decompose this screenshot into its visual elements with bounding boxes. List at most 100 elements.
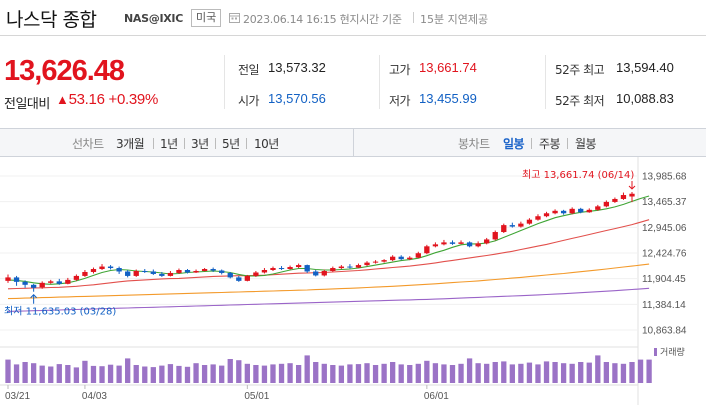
candle bbox=[603, 200, 610, 208]
volume-label: 거래량 bbox=[660, 346, 685, 358]
tab-monthly[interactable]: 월봉 bbox=[575, 137, 597, 151]
ma120-series bbox=[7, 287, 650, 312]
candle bbox=[407, 256, 413, 261]
candle-body bbox=[372, 261, 379, 263]
volume-bar bbox=[270, 364, 276, 383]
candle bbox=[219, 269, 225, 275]
candle bbox=[244, 274, 250, 282]
candle bbox=[184, 269, 191, 274]
tab-group-divider bbox=[353, 129, 354, 156]
volume-bar bbox=[295, 365, 302, 383]
volume-bar bbox=[475, 363, 481, 383]
week52-high-value: 13,594.40 bbox=[616, 60, 674, 75]
tab-divider bbox=[567, 138, 568, 149]
volume-bar bbox=[99, 366, 105, 383]
candle-body bbox=[30, 284, 37, 288]
candle-body bbox=[526, 219, 533, 224]
candle-body bbox=[116, 268, 122, 272]
high-label: 고가 bbox=[389, 63, 411, 77]
tab-daily[interactable]: 일봉 bbox=[503, 137, 525, 151]
volume-bar bbox=[125, 358, 131, 383]
candle-body bbox=[13, 277, 20, 282]
country-badge: 미국 bbox=[191, 9, 222, 27]
candle bbox=[99, 264, 105, 271]
y-tick-label: 12,424.76 bbox=[642, 249, 687, 260]
candle-body bbox=[159, 273, 165, 276]
tab-3-months[interactable]: 3개월 bbox=[116, 137, 145, 151]
volume-bar bbox=[142, 366, 148, 383]
tab-3-years[interactable]: 3년 bbox=[191, 137, 209, 151]
candle bbox=[381, 259, 387, 263]
x-tick-label: 04/03 bbox=[82, 391, 107, 402]
volume-bar bbox=[244, 363, 250, 383]
candle bbox=[484, 237, 490, 245]
candle-body bbox=[629, 193, 635, 197]
volume-bar bbox=[355, 364, 362, 383]
price-chart[interactable]: 13,985.68 13,465.37 12,945.06 12,424.76 11,9… bbox=[0, 157, 706, 405]
candle-body bbox=[167, 272, 174, 276]
tab-1-year[interactable]: 1년 bbox=[160, 137, 178, 151]
candle bbox=[56, 278, 62, 285]
candle bbox=[48, 279, 54, 284]
y-tick-label: 11,384.14 bbox=[642, 300, 686, 311]
candle-body bbox=[227, 272, 233, 278]
x-tick-label: 05/01 bbox=[244, 391, 269, 402]
candle bbox=[492, 230, 498, 241]
tab-5-years[interactable]: 5년 bbox=[222, 137, 240, 151]
candle-body bbox=[133, 270, 139, 276]
candle-body bbox=[595, 206, 601, 210]
candle bbox=[338, 265, 345, 270]
chart-period-tabs: 선차트 3개월 1년 3년 5년 10년 봉차트 일봉 주봉 월봉 bbox=[0, 128, 706, 157]
candle bbox=[552, 209, 558, 215]
volume-bar bbox=[612, 363, 618, 383]
delay-notice: 15분 지연제공 bbox=[420, 13, 489, 26]
volume-bar bbox=[569, 363, 575, 383]
volume-bar bbox=[595, 355, 601, 383]
candle-body bbox=[253, 272, 259, 276]
tab-divider bbox=[215, 138, 216, 149]
volume-bar bbox=[159, 365, 165, 383]
volume-bar bbox=[390, 362, 396, 383]
y-tick-label: 11,904.45 bbox=[642, 274, 686, 285]
volume-bar bbox=[107, 364, 114, 383]
volume-bar bbox=[167, 364, 174, 383]
candle-body bbox=[441, 242, 447, 245]
candle bbox=[201, 268, 208, 272]
volume-bar bbox=[210, 364, 216, 383]
tab-divider bbox=[246, 138, 247, 149]
open-value: 13,570.56 bbox=[268, 91, 326, 106]
volume-bar bbox=[441, 364, 447, 383]
candle-body bbox=[501, 225, 507, 233]
volume-bar bbox=[253, 365, 259, 383]
candle-body bbox=[142, 270, 148, 272]
candle bbox=[424, 244, 430, 255]
tab-10-years[interactable]: 10년 bbox=[254, 137, 279, 151]
y-tick-label: 12,945.06 bbox=[642, 223, 687, 234]
low-annotation: 최저 11,635.03 (03/28) bbox=[4, 306, 116, 318]
candle-body bbox=[560, 210, 567, 214]
candle-body bbox=[466, 242, 473, 247]
candle bbox=[13, 275, 20, 286]
volume-bar bbox=[372, 365, 379, 383]
tab-weekly[interactable]: 주봉 bbox=[539, 137, 561, 151]
timestamp: 2023.06.14 16:15 현지시간 기준 bbox=[243, 13, 402, 26]
candle-body bbox=[82, 271, 88, 276]
candle bbox=[355, 263, 362, 269]
candle-body bbox=[475, 243, 481, 247]
candle-body bbox=[552, 210, 558, 214]
candle-body bbox=[535, 216, 541, 220]
volume-bar bbox=[458, 363, 464, 383]
candle-body bbox=[295, 265, 302, 268]
y-tick-label: 13,985.68 bbox=[642, 172, 687, 183]
candle-body bbox=[321, 270, 327, 276]
volume-bar bbox=[646, 359, 652, 383]
index-code: NAS@IXIC bbox=[124, 12, 183, 25]
line-chart-label: 선차트 bbox=[72, 137, 104, 151]
grid bbox=[0, 175, 638, 331]
ma5-line bbox=[7, 195, 650, 285]
candle bbox=[278, 266, 285, 271]
candle bbox=[150, 269, 156, 275]
candle bbox=[535, 214, 541, 221]
volume-bar bbox=[176, 365, 182, 383]
index-title: 나스닥 종합 bbox=[6, 9, 97, 31]
